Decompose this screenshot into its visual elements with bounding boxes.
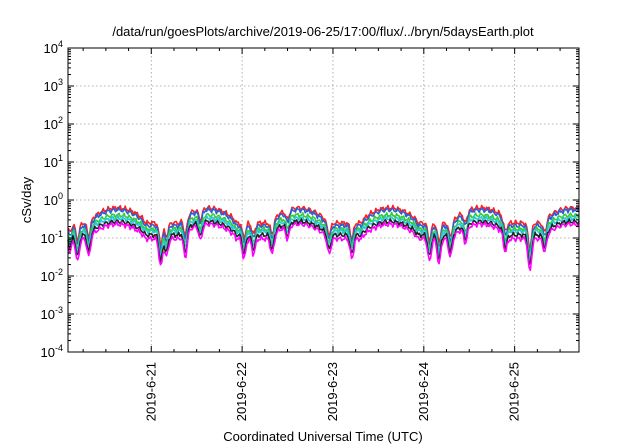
chart-title: /data/run/goesPlots/archive/2019-06-25/1… <box>112 24 534 39</box>
y-tick-label: 100 <box>44 191 63 208</box>
y-axis: 10-4 10-3 10-2 10-1 100 101 102 103 104 <box>41 39 579 360</box>
y-axis-label: cSv/day <box>19 176 34 223</box>
y-tick-label: 10-1 <box>41 229 63 246</box>
x-tick-label: 2019-6-24 <box>416 362 431 421</box>
x-tick-label: 2019-6-21 <box>143 362 158 421</box>
series-line <box>67 220 580 272</box>
series-line <box>67 218 580 266</box>
y-tick-label: 101 <box>44 153 63 170</box>
x-tick-label: 2019-6-25 <box>507 362 522 421</box>
x-axis-label: Coordinated Universal Time (UTC) <box>223 429 422 444</box>
y-tick-label: 103 <box>44 77 63 94</box>
y-tick-label: 10-4 <box>41 343 63 360</box>
series-lines <box>67 204 580 272</box>
grid-lines <box>68 48 579 352</box>
series-line <box>67 211 580 258</box>
y-tick-label: 10-3 <box>41 305 63 322</box>
y-tick-label: 104 <box>44 39 63 56</box>
y-tick-label: 102 <box>44 115 63 132</box>
x-tick-label: 2019-6-23 <box>325 362 340 421</box>
series-line <box>67 214 580 261</box>
series-line <box>67 206 580 254</box>
y-tick-label: 10-2 <box>41 267 63 284</box>
x-tick-label: 2019-6-22 <box>234 362 249 421</box>
x-axis: 2019-6-21 2019-6-22 2019-6-23 2019-6-24 2019… <box>82 48 561 421</box>
